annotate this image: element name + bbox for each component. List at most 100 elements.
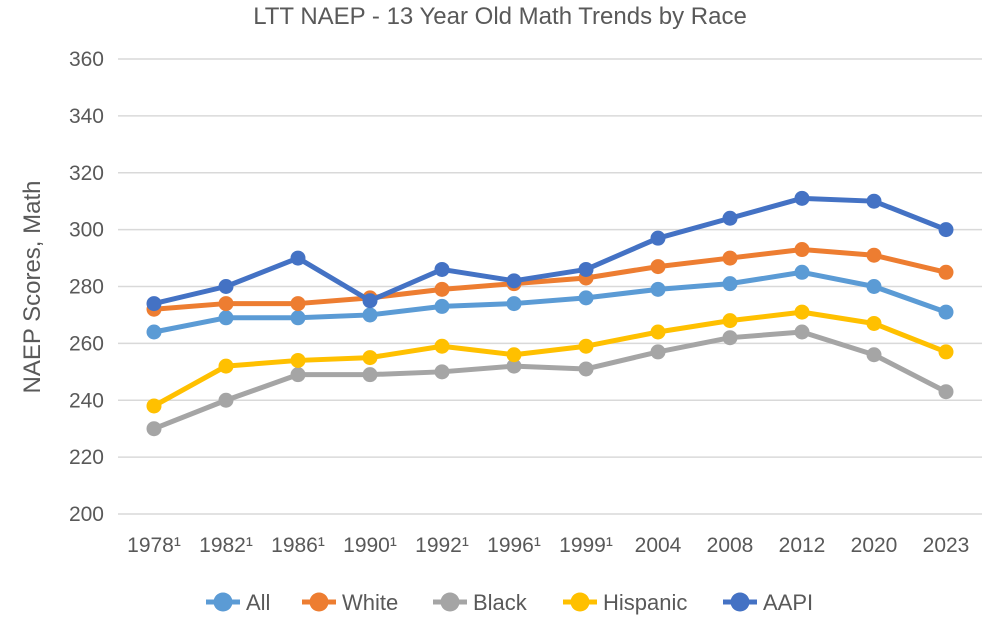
data-point bbox=[650, 324, 666, 340]
legend-marker bbox=[570, 592, 590, 612]
data-point bbox=[218, 358, 234, 374]
data-point bbox=[722, 210, 738, 226]
legend-item-black: Black bbox=[433, 590, 528, 615]
data-point bbox=[578, 338, 594, 354]
data-point bbox=[866, 315, 882, 331]
data-point bbox=[290, 250, 306, 266]
chart-title: LTT NAEP - 13 Year Old Math Trends by Ra… bbox=[253, 3, 747, 30]
y-tick-label: 300 bbox=[69, 219, 104, 242]
legend: All White Black Hispanic AAPI bbox=[206, 590, 813, 615]
series-line bbox=[151, 309, 949, 409]
x-tick-label: 1982¹ bbox=[199, 534, 253, 557]
data-point bbox=[434, 298, 450, 314]
x-tick-label: 1978¹ bbox=[127, 534, 181, 557]
y-tick-label: 360 bbox=[69, 48, 104, 71]
legend-item-aapi: AAPI bbox=[723, 590, 813, 615]
x-tick-label: 1990¹ bbox=[343, 534, 397, 557]
data-point bbox=[866, 347, 882, 363]
data-point bbox=[146, 398, 162, 414]
data-point bbox=[362, 350, 378, 366]
y-tick-label: 240 bbox=[69, 389, 104, 412]
legend-label: AAPI bbox=[763, 590, 813, 615]
legend-marker bbox=[309, 592, 329, 612]
data-point bbox=[866, 193, 882, 209]
data-point bbox=[290, 310, 306, 326]
legend-marker bbox=[730, 592, 750, 612]
data-point bbox=[218, 392, 234, 408]
x-tick-label: 2023 bbox=[923, 534, 970, 557]
data-point bbox=[578, 261, 594, 277]
x-tick-label: 2004 bbox=[635, 534, 682, 557]
y-axis-label: NAEP Scores, Math bbox=[19, 181, 46, 394]
data-point bbox=[146, 421, 162, 437]
data-point bbox=[434, 338, 450, 354]
y-tick-label: 220 bbox=[69, 446, 104, 469]
series-line bbox=[151, 329, 949, 432]
series-aapi bbox=[146, 190, 954, 312]
data-point bbox=[434, 261, 450, 277]
x-tick-label: 1992¹ bbox=[415, 534, 469, 557]
data-point bbox=[506, 347, 522, 363]
series-line bbox=[151, 247, 949, 312]
data-point bbox=[794, 190, 810, 206]
data-point bbox=[650, 281, 666, 297]
data-point bbox=[722, 313, 738, 329]
legend-label: Hispanic bbox=[603, 590, 687, 615]
legend-item-hispanic: Hispanic bbox=[563, 590, 687, 615]
series-line bbox=[151, 269, 949, 335]
legend-label: Black bbox=[473, 590, 528, 615]
series-line bbox=[151, 195, 949, 307]
series-hispanic bbox=[146, 304, 954, 414]
data-point bbox=[650, 259, 666, 275]
data-point bbox=[938, 304, 954, 320]
data-point bbox=[794, 264, 810, 280]
x-tick-label: 2020 bbox=[851, 534, 898, 557]
data-point bbox=[290, 352, 306, 368]
y-tick-label: 260 bbox=[69, 332, 104, 355]
series-black bbox=[146, 324, 954, 437]
y-tick-label: 320 bbox=[69, 162, 104, 185]
data-point bbox=[362, 293, 378, 309]
legend-item-all: All bbox=[206, 590, 270, 615]
legend-marker bbox=[440, 592, 460, 612]
data-point bbox=[794, 324, 810, 340]
y-tick-label: 280 bbox=[69, 276, 104, 299]
data-point bbox=[866, 247, 882, 263]
data-point bbox=[506, 273, 522, 289]
x-tick-label: 1986¹ bbox=[271, 534, 325, 557]
legend-marker bbox=[213, 592, 233, 612]
data-point bbox=[290, 367, 306, 383]
data-point bbox=[578, 290, 594, 306]
data-point bbox=[578, 361, 594, 377]
x-tick-label: 1999¹ bbox=[559, 534, 613, 557]
data-point bbox=[938, 222, 954, 238]
data-point bbox=[722, 330, 738, 346]
data-point bbox=[146, 324, 162, 340]
series-all bbox=[146, 264, 954, 340]
legend-item-white: White bbox=[302, 590, 398, 615]
data-point bbox=[434, 281, 450, 297]
legend-label: White bbox=[342, 590, 398, 615]
data-point bbox=[938, 344, 954, 360]
legend-label: All bbox=[246, 590, 270, 615]
x-axis-ticks: 1978¹ 1982¹ 1986¹ 1990¹ 1992¹ 1996¹ 1999¹ 2004 2… bbox=[127, 534, 969, 557]
y-tick-label: 340 bbox=[69, 105, 104, 128]
data-point bbox=[506, 296, 522, 312]
x-tick-label: 2008 bbox=[707, 534, 754, 557]
x-tick-label: 1996¹ bbox=[487, 534, 541, 557]
data-point bbox=[938, 264, 954, 280]
data-point bbox=[218, 310, 234, 326]
series-white bbox=[146, 242, 954, 317]
x-tick-label: 2012 bbox=[779, 534, 826, 557]
data-point bbox=[866, 279, 882, 294]
data-point bbox=[506, 358, 522, 374]
data-point bbox=[362, 367, 378, 383]
data-point bbox=[146, 296, 162, 312]
data-point bbox=[794, 242, 810, 258]
data-point bbox=[722, 250, 738, 266]
gridlines bbox=[118, 58, 982, 515]
data-point bbox=[650, 230, 666, 246]
data-point bbox=[362, 307, 378, 323]
data-point bbox=[650, 344, 666, 360]
